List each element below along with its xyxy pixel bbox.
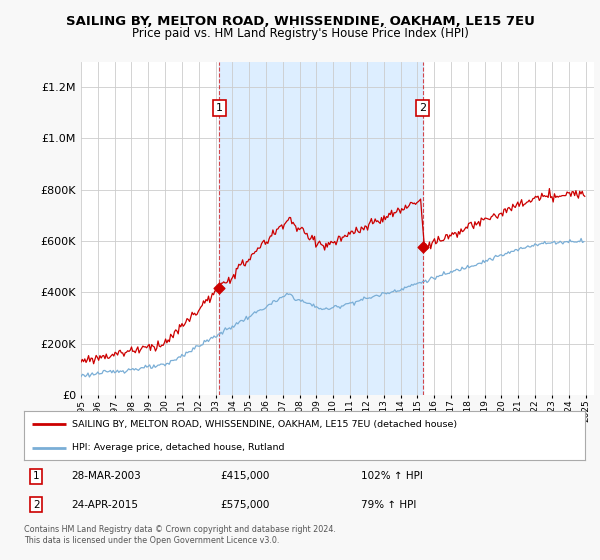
Text: 24-APR-2015: 24-APR-2015	[71, 500, 139, 510]
Text: SAILING BY, MELTON ROAD, WHISSENDINE, OAKHAM, LE15 7EU (detached house): SAILING BY, MELTON ROAD, WHISSENDINE, OA…	[71, 420, 457, 429]
Text: 102% ↑ HPI: 102% ↑ HPI	[361, 472, 422, 481]
Text: 2: 2	[33, 500, 40, 510]
Text: 1: 1	[216, 103, 223, 113]
Bar	[220, 62, 422, 395]
Text: SAILING BY, MELTON ROAD, WHISSENDINE, OAKHAM, LE15 7EU: SAILING BY, MELTON ROAD, WHISSENDINE, OA…	[65, 15, 535, 27]
Point	[215, 284, 224, 293]
Text: Contains HM Land Registry data © Crown copyright and database right 2024.
This d: Contains HM Land Registry data © Crown c…	[24, 525, 336, 545]
Text: £415,000: £415,000	[220, 472, 270, 481]
Point	[418, 243, 427, 252]
Text: 79% ↑ HPI: 79% ↑ HPI	[361, 500, 416, 510]
Text: Price paid vs. HM Land Registry's House Price Index (HPI): Price paid vs. HM Land Registry's House …	[131, 27, 469, 40]
Text: 28-MAR-2003: 28-MAR-2003	[71, 472, 142, 481]
Text: 1: 1	[33, 472, 40, 481]
Text: HPI: Average price, detached house, Rutland: HPI: Average price, detached house, Rutl…	[71, 444, 284, 452]
Text: £575,000: £575,000	[220, 500, 270, 510]
Text: 2: 2	[419, 103, 426, 113]
